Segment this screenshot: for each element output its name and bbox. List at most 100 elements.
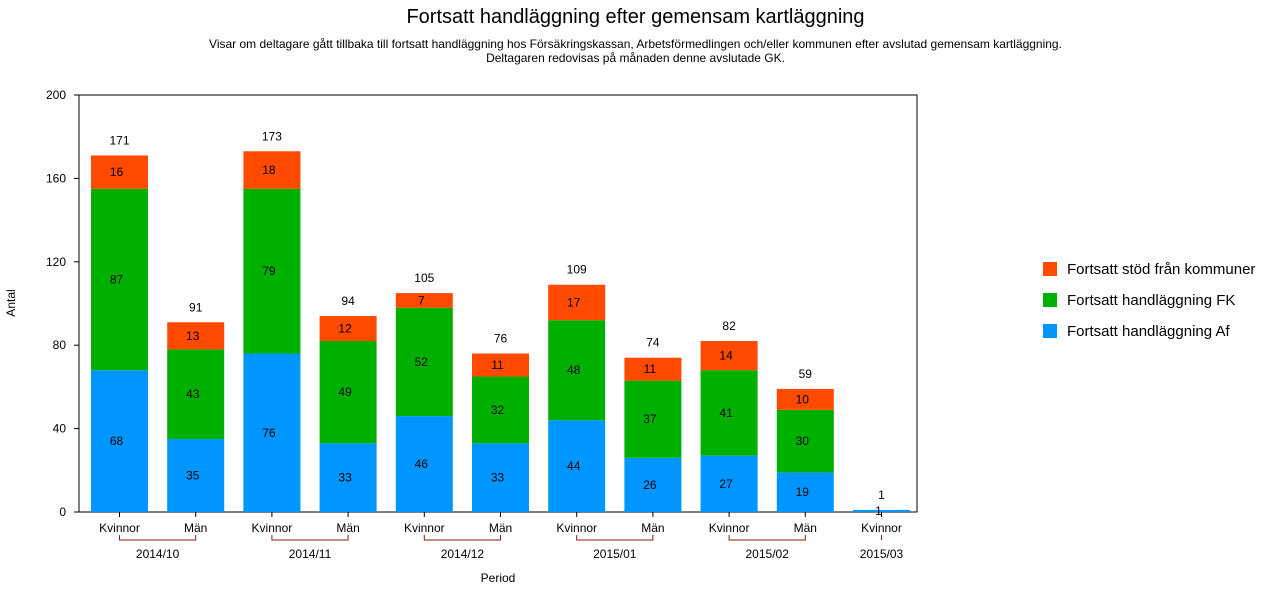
legend-swatch (1043, 293, 1057, 307)
bar-total-label: 91 (189, 300, 203, 314)
bar-segment-value-label: 33 (338, 471, 352, 485)
x-group-bracket (576, 535, 654, 541)
bar-segment (167, 349, 225, 440)
y-tick-label: 200 (46, 88, 66, 102)
bar-segment-value-label: 1 (875, 504, 882, 518)
x-group-bracket (271, 535, 349, 541)
bar-segment (243, 151, 301, 189)
x-category-label: Män (489, 521, 512, 535)
x-category-label: Män (336, 521, 359, 535)
bar-segment (91, 370, 148, 512)
bar-segment (853, 509, 910, 512)
bar-segment-value-label: 87 (110, 273, 124, 287)
bar-segment-value-label: 19 (796, 485, 810, 499)
bar-segment (548, 420, 606, 512)
bar-segment (776, 472, 834, 512)
bar-segment-value-label: 13 (186, 329, 200, 343)
bar-segment (319, 316, 377, 342)
y-tick-label: 80 (53, 338, 67, 352)
bar-segment (319, 443, 377, 512)
bar-segment (776, 409, 834, 473)
bar-segment-value-label: 33 (491, 471, 505, 485)
x-group-bracket (119, 535, 197, 541)
x-category-label: Kvinnor (99, 521, 140, 535)
chart-subtitle-line-2: Deltagaren redovisas på månaden denne av… (486, 51, 785, 65)
legend-swatch (1043, 324, 1057, 338)
bar-segment-value-label: 43 (186, 387, 200, 401)
bar-segment-value-label: 76 (262, 426, 276, 440)
x-group-label: 2014/11 (289, 547, 332, 561)
x-axis-title: Period (481, 571, 516, 585)
bar-segment (548, 284, 606, 321)
y-axis-title: Antal (4, 289, 18, 316)
bar-segment-value-label: 26 (643, 478, 657, 492)
bar-total-label: 105 (414, 271, 434, 285)
x-category-label: Män (184, 521, 207, 535)
x-group-label: 2015/02 (746, 547, 790, 561)
legend-label: Fortsatt handläggning Af (1067, 323, 1230, 340)
y-tick-label: 40 (53, 422, 67, 436)
x-group-label: 2015/03 (860, 547, 904, 561)
bar-segment (776, 388, 834, 410)
legend-swatch (1043, 262, 1057, 276)
x-category-label: Kvinnor (556, 521, 597, 535)
x-category-label: Kvinnor (404, 521, 445, 535)
bar-segment-value-label: 14 (719, 349, 733, 363)
legend-label: Fortsatt handläggning FK (1067, 292, 1235, 309)
bar-segment-value-label: 27 (719, 477, 733, 491)
bar-segment-value-label: 41 (719, 406, 733, 420)
bar-segment (91, 188, 148, 371)
x-category-label: Kvinnor (709, 521, 750, 535)
bar-segment (91, 155, 148, 189)
bar-segment (700, 341, 758, 371)
bar-segment-value-label: 46 (415, 457, 429, 471)
bar-segment-value-label: 79 (262, 264, 276, 278)
bar-total-label: 74 (646, 336, 660, 350)
bar-segment-value-label: 11 (491, 358, 504, 372)
bar-segment (624, 457, 682, 512)
bar-total-label: 109 (567, 263, 587, 277)
bar-segment (243, 188, 301, 354)
y-tick-label: 160 (46, 171, 66, 185)
bar-segment-value-label: 7 (418, 293, 425, 307)
bar-segment (624, 380, 682, 458)
y-tick-label: 120 (46, 255, 66, 269)
bar-segment (319, 341, 377, 444)
bar-segment-value-label: 16 (110, 165, 124, 179)
legend: Fortsatt stöd från kommuner Fortsatt hand… (1043, 261, 1255, 340)
chart-title: Fortsatt handläggning efter gemensam kar… (406, 6, 865, 28)
bar-segment (624, 357, 682, 381)
bar-segment-value-label: 44 (567, 459, 581, 473)
bar-segment (167, 322, 225, 350)
bar-segment (395, 293, 453, 308)
chart-subtitle-line-1: Visar om deltagare gått tillbaka till fo… (209, 37, 1062, 51)
bar-segment (472, 376, 529, 444)
bar-total-label: 59 (799, 367, 813, 381)
bar-segment (472, 353, 529, 377)
x-group-label: 2015/01 (593, 547, 637, 561)
bar-segment-value-label: 35 (186, 469, 200, 483)
bar-segment-value-label: 17 (567, 295, 581, 309)
y-tick-label: 0 (59, 505, 66, 519)
bar-total-label: 76 (494, 332, 508, 346)
bar-segment-value-label: 48 (567, 363, 581, 377)
legend-label: Fortsatt stöd från kommuner (1067, 261, 1255, 278)
x-category-label: Kvinnor (252, 521, 293, 535)
bar-segment (700, 455, 758, 512)
bar-segment-value-label: 37 (643, 412, 657, 426)
bar-segment (395, 307, 453, 417)
bar-total-label: 173 (262, 129, 282, 143)
bar-segment (167, 439, 225, 512)
bar-segment-value-label: 52 (415, 355, 429, 369)
bar-segment-value-label: 30 (796, 434, 810, 448)
bar-segment-value-label: 49 (338, 385, 352, 399)
bar-segment-value-label: 11 (644, 362, 657, 376)
bar-segment (548, 320, 606, 421)
x-group-label: 2014/12 (441, 547, 485, 561)
x-group-bracket (423, 535, 501, 541)
bar-segment-value-label: 12 (338, 322, 352, 336)
bar-segment (243, 353, 301, 512)
x-group-label: 2014/10 (136, 547, 180, 561)
